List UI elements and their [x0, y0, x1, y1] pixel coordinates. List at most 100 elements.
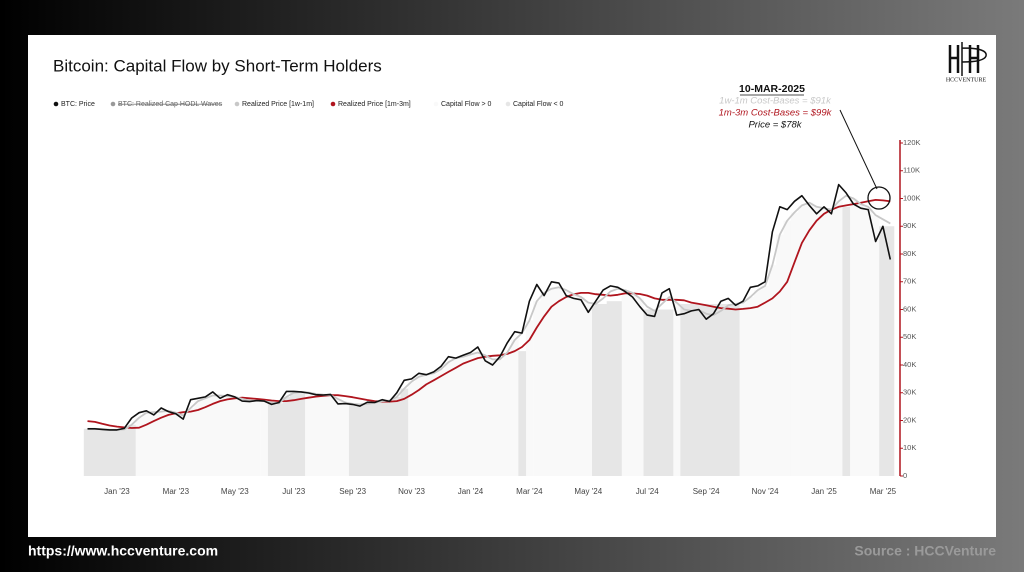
capital-flow-bar: [820, 208, 828, 476]
x-tick-label: May '24: [574, 487, 602, 496]
capital-flow-bar: [238, 398, 247, 476]
x-tick-label: Nov '24: [752, 487, 779, 496]
capital-flow-bar: [768, 265, 777, 476]
capital-flow-bar: [510, 340, 519, 476]
logo: [948, 42, 987, 76]
y-tick-label: 20K: [903, 415, 916, 424]
capital-flow-bar: [518, 351, 527, 476]
annotation-line: 1w-1m Cost-Bases = $91k: [719, 96, 832, 107]
x-tick-label: Sep '24: [693, 487, 720, 496]
legend-swatch: [110, 101, 116, 107]
capital-flow-bar: [812, 206, 821, 476]
capital-flow-bar: [717, 303, 725, 476]
capital-flow-bar: [275, 403, 283, 476]
capital-flow-bar: [297, 391, 306, 476]
capital-flow-bar: [120, 429, 129, 476]
capital-flow-bar: [393, 396, 401, 476]
x-tick-label: Mar '25: [870, 487, 897, 496]
capital-flow-bar: [91, 428, 99, 476]
capital-flow-bar: [724, 303, 733, 476]
capital-flow-bar: [172, 412, 180, 476]
capital-flow-bar: [363, 403, 372, 476]
y-tick-label: 30K: [903, 388, 916, 397]
y-tick-label: 80K: [903, 249, 916, 258]
capital-flow-bar: [857, 204, 865, 477]
capital-flow-bar: [356, 404, 364, 476]
capital-flow-bar: [474, 352, 482, 476]
x-tick-label: Sep '23: [339, 487, 366, 496]
capital-flow-bar: [739, 302, 747, 476]
capital-flow-bar: [643, 309, 652, 476]
capital-flow-bar: [687, 303, 696, 476]
capital-flow-bar: [665, 309, 674, 476]
capital-flow-bar: [628, 292, 637, 476]
capital-flow-bar: [584, 302, 593, 476]
capital-flow-bar: [864, 206, 873, 476]
capital-flow-bar: [459, 356, 468, 476]
capital-flow-bar: [385, 400, 394, 476]
capital-flow-bar: [260, 401, 269, 476]
capital-flow-bar: [371, 402, 379, 476]
capital-flow-bar: [731, 303, 740, 476]
legend-swatch: [234, 101, 240, 107]
series-line: [87, 183, 892, 431]
capital-flow-bar: [680, 303, 689, 476]
capital-flow-bar: [879, 226, 887, 476]
legend-swatch: [433, 101, 439, 107]
capital-flow-bar: [223, 396, 232, 476]
capital-flow-bar: [282, 396, 291, 476]
capital-flow-bar: [636, 298, 644, 476]
capital-flow-bar: [525, 320, 534, 476]
capital-flow-bar: [835, 201, 843, 476]
capital-flow-bar: [216, 395, 225, 476]
capital-flow-bar: [798, 205, 806, 476]
x-tick-label: Jan '24: [458, 487, 484, 496]
capital-flow-bar: [606, 301, 615, 476]
capital-flow-bar: [194, 401, 202, 476]
x-tick-label: May '23: [221, 487, 249, 496]
capital-flow-bar: [407, 381, 416, 476]
capital-flow-bar: [179, 415, 188, 476]
capital-flow-bar: [761, 285, 770, 476]
x-tick-label: Nov '23: [398, 487, 425, 496]
capital-flow-bar: [569, 294, 578, 476]
capital-flow-bar: [135, 417, 144, 476]
annotation-arrow: [839, 109, 878, 190]
y-tick-label: 120K: [903, 138, 921, 147]
capital-flow-bar: [776, 234, 784, 476]
capital-flow-bar: [827, 209, 836, 476]
capital-flow-bar: [555, 287, 563, 476]
x-tick-label: Jan '23: [104, 487, 130, 496]
capital-flow-bar: [709, 303, 718, 476]
capital-flow-bar: [400, 388, 409, 476]
capital-flow-bar: [334, 398, 342, 476]
legend-label: BTC: Realized Cap HODL Waves: [118, 101, 223, 108]
capital-flow-bar: [319, 394, 328, 476]
capital-flow-bar: [348, 403, 357, 476]
legend-label: Capital Flow > 0: [441, 101, 491, 108]
series-line: [87, 199, 891, 429]
capital-flow-bar: [164, 410, 173, 476]
capital-flow-bar: [186, 408, 195, 476]
capital-flow-bar: [290, 392, 298, 476]
capital-flow-bar: [790, 212, 799, 476]
x-tick-label: Jan '25: [811, 487, 837, 496]
capital-flow-bar: [849, 198, 858, 476]
capital-flow-bar: [267, 402, 276, 476]
capital-flow-bar: [562, 290, 571, 476]
footer-url: https://www.hccventure.com: [28, 543, 218, 559]
capital-flow-bar: [754, 290, 762, 476]
capital-flow-bar: [157, 411, 166, 476]
capital-flow-bar: [871, 215, 880, 476]
x-tick-label: Jul '24: [636, 487, 659, 496]
capital-flow-bar: [599, 303, 608, 476]
capital-flow-bar: [658, 309, 666, 476]
capital-flow-bar: [842, 206, 851, 476]
y-tick-label: 50K: [903, 332, 916, 341]
capital-flow-bar: [621, 290, 630, 476]
y-tick-label: 40K: [903, 360, 916, 369]
capital-flow-bar: [444, 362, 453, 476]
y-tick-label: 0: [903, 471, 907, 480]
footer-source: Source : HCCVenture: [854, 543, 996, 559]
